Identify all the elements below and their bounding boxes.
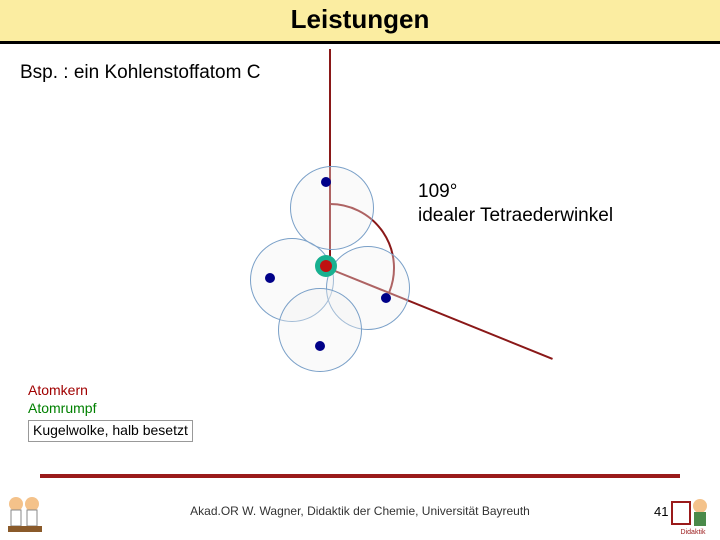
angle-desc: idealer Tetraederwinkel xyxy=(418,204,613,228)
orbital-sphere xyxy=(290,166,374,250)
subtitle: Bsp. : ein Kohlenstoffatom C xyxy=(20,62,260,84)
didaktik-logo-icon: Didaktik xyxy=(670,496,716,536)
page-number: 41 xyxy=(654,504,668,519)
mascot-icon xyxy=(2,490,48,536)
electron-dot xyxy=(381,293,391,303)
electron-dot xyxy=(321,177,331,187)
atom-diagram xyxy=(210,130,470,390)
legend-orbital: Kugelwolke, halb besetzt xyxy=(28,420,193,442)
orbital-sphere xyxy=(278,288,362,372)
electron-dot xyxy=(315,341,325,351)
angle-label: 109° idealer Tetraederwinkel xyxy=(418,180,613,228)
slide-title-text: Leistungen xyxy=(291,4,430,34)
atom-nucleus xyxy=(320,260,332,272)
electron-dot xyxy=(265,273,275,283)
footer-rule xyxy=(40,474,680,478)
svg-text:Didaktik: Didaktik xyxy=(681,529,706,536)
slide-title: Leistungen xyxy=(0,0,720,44)
footer-credit: Akad.OR W. Wagner, Didaktik der Chemie, … xyxy=(0,504,720,518)
legend-nucleus: Atomkern xyxy=(28,382,193,400)
legend: Atomkern Atomrumpf Kugelwolke, halb bese… xyxy=(28,382,193,442)
angle-value: 109° xyxy=(418,180,613,204)
legend-core: Atomrumpf xyxy=(28,400,193,418)
